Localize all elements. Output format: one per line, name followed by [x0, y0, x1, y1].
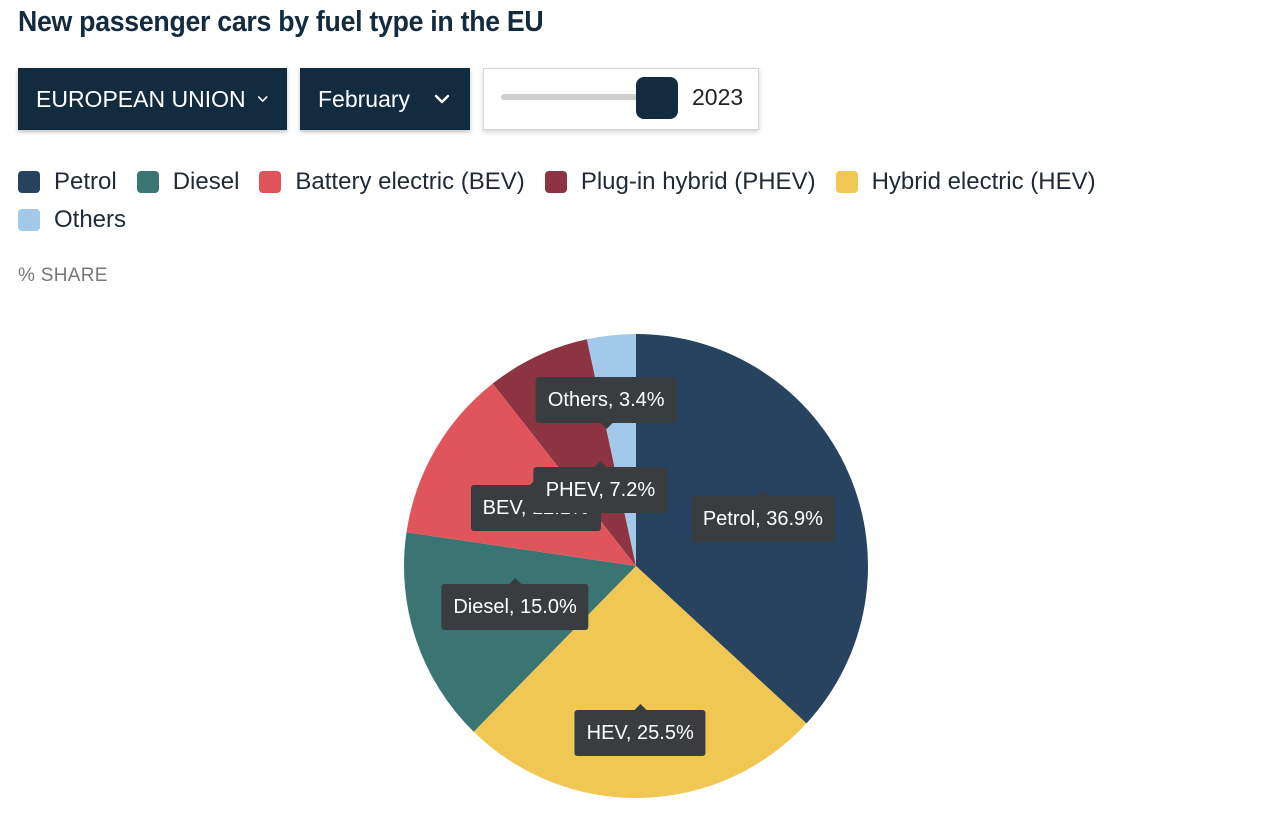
region-dropdown[interactable]: EUROPEAN UNION: [18, 68, 287, 130]
legend-row: Others: [18, 204, 1218, 236]
pie-slice-diesel[interactable]: [404, 532, 636, 732]
year-slider-track[interactable]: [501, 94, 661, 100]
data-label-diesel: Diesel, 15.0%: [441, 577, 589, 630]
legend-label: Diesel: [172, 168, 240, 195]
unit-label: % SHARE: [18, 265, 108, 286]
legend-swatch: [835, 171, 858, 193]
legend-swatch: [136, 171, 159, 193]
pie-slice-hev[interactable]: [473, 566, 807, 799]
legend-swatch: [544, 171, 567, 193]
legend-item-petrol[interactable]: Petrol: [18, 168, 117, 196]
month-dropdown-label: February: [318, 85, 411, 112]
year-slider: 2023: [483, 68, 759, 130]
legend-item-others[interactable]: Others: [18, 206, 126, 234]
data-label-petrol: Petrol, 36.9%: [690, 489, 835, 542]
data-label-hev: HEV, 25.5%: [574, 703, 706, 756]
legend-label: Petrol: [54, 168, 117, 195]
legend-item-phev[interactable]: Plug-in hybrid (PHEV): [544, 168, 816, 196]
data-label-phev: PHEV, 7.2%: [533, 461, 668, 514]
legend-swatch: [259, 171, 282, 193]
chart-legend: Petrol Diesel Battery electric (BEV) Plu…: [18, 166, 1218, 242]
legend-item-bev[interactable]: Battery electric (BEV): [259, 168, 525, 196]
legend-item-hev[interactable]: Hybrid electric (HEV): [835, 168, 1096, 196]
legend-label: Battery electric (BEV): [295, 168, 525, 195]
legend-swatch: [18, 209, 40, 231]
data-label-others: Others, 3.4%: [535, 376, 677, 429]
year-slider-thumb[interactable]: [636, 77, 678, 119]
month-dropdown[interactable]: February: [300, 68, 470, 130]
legend-label: Others: [54, 206, 127, 233]
legend-item-diesel[interactable]: Diesel: [136, 168, 240, 196]
chevron-down-icon: [434, 94, 450, 104]
legend-swatch: [18, 171, 40, 193]
legend-row: Petrol Diesel Battery electric (BEV) Plu…: [18, 166, 1218, 198]
legend-label: Hybrid electric (HEV): [871, 168, 1096, 195]
region-dropdown-label: EUROPEAN UNION: [36, 85, 246, 112]
chart-title: New passenger cars by fuel type in the E…: [18, 6, 544, 38]
chevron-down-icon: [257, 96, 268, 102]
legend-label: Plug-in hybrid (PHEV): [580, 168, 816, 195]
year-value: 2023: [692, 84, 744, 110]
